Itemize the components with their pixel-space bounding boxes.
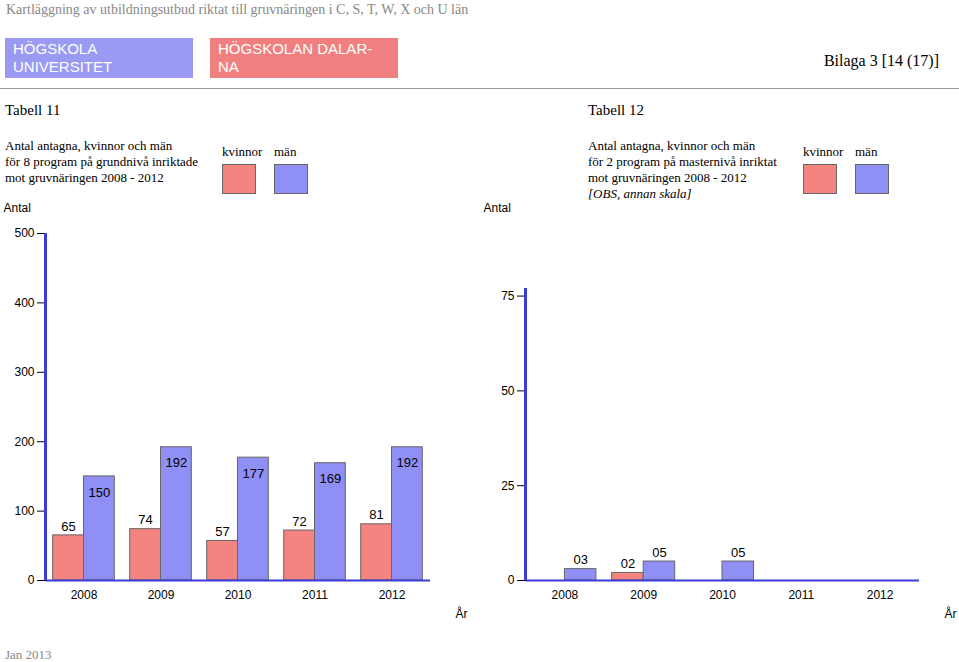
html-text:mot gruvnäringen 2008 - 2012: mot gruvnäringen 2008 - 2012: [588, 170, 747, 185]
html-text:[OBS, annan skala]: [OBS, annan skala]: [588, 186, 692, 201]
svg-text:74: 74: [138, 512, 152, 527]
html-text:Jan 2013: Jan 2013: [5, 647, 52, 662]
svg-text:57: 57: [215, 524, 229, 539]
html-text:HÖGSKOLAN DALAR-: HÖGSKOLAN DALAR-: [218, 40, 373, 57]
html-text:män: män: [855, 144, 878, 159]
svg-text:25: 25: [501, 479, 515, 493]
svg-text:75: 75: [501, 289, 515, 303]
svg-text:192: 192: [166, 455, 188, 470]
html-text:kvinnor: kvinnor: [222, 144, 263, 159]
svg-text:2008: 2008: [552, 588, 579, 602]
html-text:Tabell 12: Tabell 12: [588, 102, 644, 118]
html-text:UNIVERSITET: UNIVERSITET: [13, 58, 113, 75]
svg-text:300: 300: [14, 365, 34, 379]
svg-text:72: 72: [292, 514, 306, 529]
svg-text:2009: 2009: [148, 588, 175, 602]
svg-text:Antal: Antal: [484, 201, 511, 215]
svg-text:03: 03: [573, 552, 587, 567]
svg-text:177: 177: [243, 466, 265, 481]
html-text:HÖGSKOLA: HÖGSKOLA: [13, 40, 98, 57]
svg-text:05: 05: [652, 545, 666, 560]
svg-text:År: År: [945, 606, 957, 621]
svg-text:2010: 2010: [709, 588, 736, 602]
svg-text:150: 150: [89, 485, 111, 500]
svg-text:05: 05: [731, 545, 745, 560]
html-text:Tabell 11: Tabell 11: [5, 102, 61, 118]
html-text:Kartläggning av utbildningsutb: Kartläggning av utbildningsutbud riktat …: [6, 2, 469, 17]
svg-text:100: 100: [14, 504, 34, 518]
html-text:Antal antagna, kvinnor och män: Antal antagna, kvinnor och män: [5, 138, 173, 153]
svg-text:169: 169: [320, 471, 342, 486]
svg-text:2008: 2008: [71, 588, 98, 602]
html-text:mot gruvnäringen 2008 - 2012: mot gruvnäringen 2008 - 2012: [5, 170, 164, 185]
svg-text:0: 0: [508, 573, 515, 587]
html-text:män: män: [274, 144, 297, 159]
svg-text:2011: 2011: [788, 588, 814, 602]
svg-text:2010: 2010: [225, 588, 252, 602]
svg-text:Antal: Antal: [4, 201, 31, 215]
html-text:för 2 program på masternivå in: för 2 program på masternivå inriktat: [588, 154, 777, 169]
html-text:kvinnor: kvinnor: [803, 144, 844, 159]
html-text:NA: NA: [218, 58, 239, 75]
svg-text:500: 500: [14, 226, 34, 240]
html-text:Bilaga 3 [14 (17)]: Bilaga 3 [14 (17)]: [823, 52, 939, 69]
svg-text:65: 65: [61, 519, 75, 534]
svg-text:2011: 2011: [302, 588, 328, 602]
svg-text:192: 192: [397, 455, 419, 470]
html-text:Antal antagna, kvinnor och män: Antal antagna, kvinnor och män: [588, 138, 756, 153]
svg-text:81: 81: [369, 507, 383, 522]
svg-text:50: 50: [501, 384, 515, 398]
svg-text:200: 200: [14, 435, 34, 449]
svg-text:0: 0: [28, 573, 35, 587]
svg-text:2012: 2012: [379, 588, 406, 602]
svg-text:2012: 2012: [867, 588, 894, 602]
svg-text:2009: 2009: [630, 588, 657, 602]
svg-text:02: 02: [621, 556, 635, 571]
html-text:för 8 program på grundnivå inr: för 8 program på grundnivå inriktade: [5, 154, 199, 169]
svg-text:400: 400: [14, 296, 34, 310]
svg-text:År: År: [456, 606, 468, 621]
